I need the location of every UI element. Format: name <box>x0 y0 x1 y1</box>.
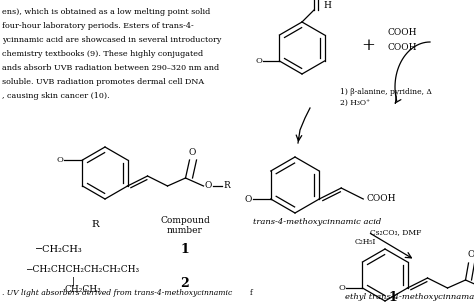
Text: O: O <box>56 156 64 164</box>
Text: ands absorb UVB radiation between 290–320 nm and: ands absorb UVB radiation between 290–32… <box>2 64 219 72</box>
Text: Compound: Compound <box>160 216 210 225</box>
Text: chemistry textbooks (9). These highly conjugated: chemistry textbooks (9). These highly co… <box>2 50 203 58</box>
Text: Cs₂CO₃, DMF: Cs₂CO₃, DMF <box>370 228 421 236</box>
Text: 1: 1 <box>181 243 190 256</box>
Text: COOH: COOH <box>366 195 396 203</box>
Text: +: + <box>361 37 375 54</box>
Text: 2: 2 <box>181 277 190 290</box>
Text: O: O <box>338 284 346 292</box>
Text: 2) H₃O⁺: 2) H₃O⁺ <box>340 99 370 107</box>
Text: ycinnamic acid are showcased in several introductory: ycinnamic acid are showcased in several … <box>2 36 221 44</box>
Text: −CH₂CHCH₂CH₂CH₂CH₃: −CH₂CHCH₂CH₂CH₂CH₃ <box>25 265 139 274</box>
Text: O: O <box>255 57 263 65</box>
Text: O: O <box>189 148 196 157</box>
Text: . UV light absorbers derived from trans-4-methoxycinnamic: . UV light absorbers derived from trans-… <box>2 289 232 297</box>
Text: ethyl trans-4-methoxycinnamate: ethyl trans-4-methoxycinnamate <box>345 293 474 301</box>
Text: COOH: COOH <box>388 43 418 52</box>
Text: |: | <box>72 277 74 286</box>
Text: O: O <box>468 250 474 259</box>
Text: soluble. UVB radiation promotes dermal cell DNA: soluble. UVB radiation promotes dermal c… <box>2 78 204 86</box>
Text: 1) β-alanine, pyridine, Δ: 1) β-alanine, pyridine, Δ <box>340 88 432 96</box>
Text: ens), which is obtained as a low melting point solid: ens), which is obtained as a low melting… <box>2 8 210 16</box>
Text: R: R <box>91 220 99 229</box>
Text: trans-4-methoxycinnamic acid: trans-4-methoxycinnamic acid <box>253 218 381 226</box>
Text: number: number <box>167 226 203 235</box>
Text: H: H <box>323 2 331 11</box>
Text: O: O <box>204 181 212 191</box>
Text: R: R <box>224 181 230 191</box>
Text: −CH₂CH₃: −CH₂CH₃ <box>35 245 83 254</box>
Text: CH₂CH₃: CH₂CH₃ <box>65 285 102 294</box>
Text: 1: 1 <box>389 291 397 304</box>
Text: COOH: COOH <box>388 28 418 37</box>
Text: C₂H₅I: C₂H₅I <box>355 238 376 246</box>
Text: four-hour laboratory periods. Esters of trans-4-: four-hour laboratory periods. Esters of … <box>2 22 194 30</box>
Text: f: f <box>250 289 253 297</box>
Text: O: O <box>245 195 252 203</box>
Text: , causing skin cancer (10).: , causing skin cancer (10). <box>2 92 109 100</box>
